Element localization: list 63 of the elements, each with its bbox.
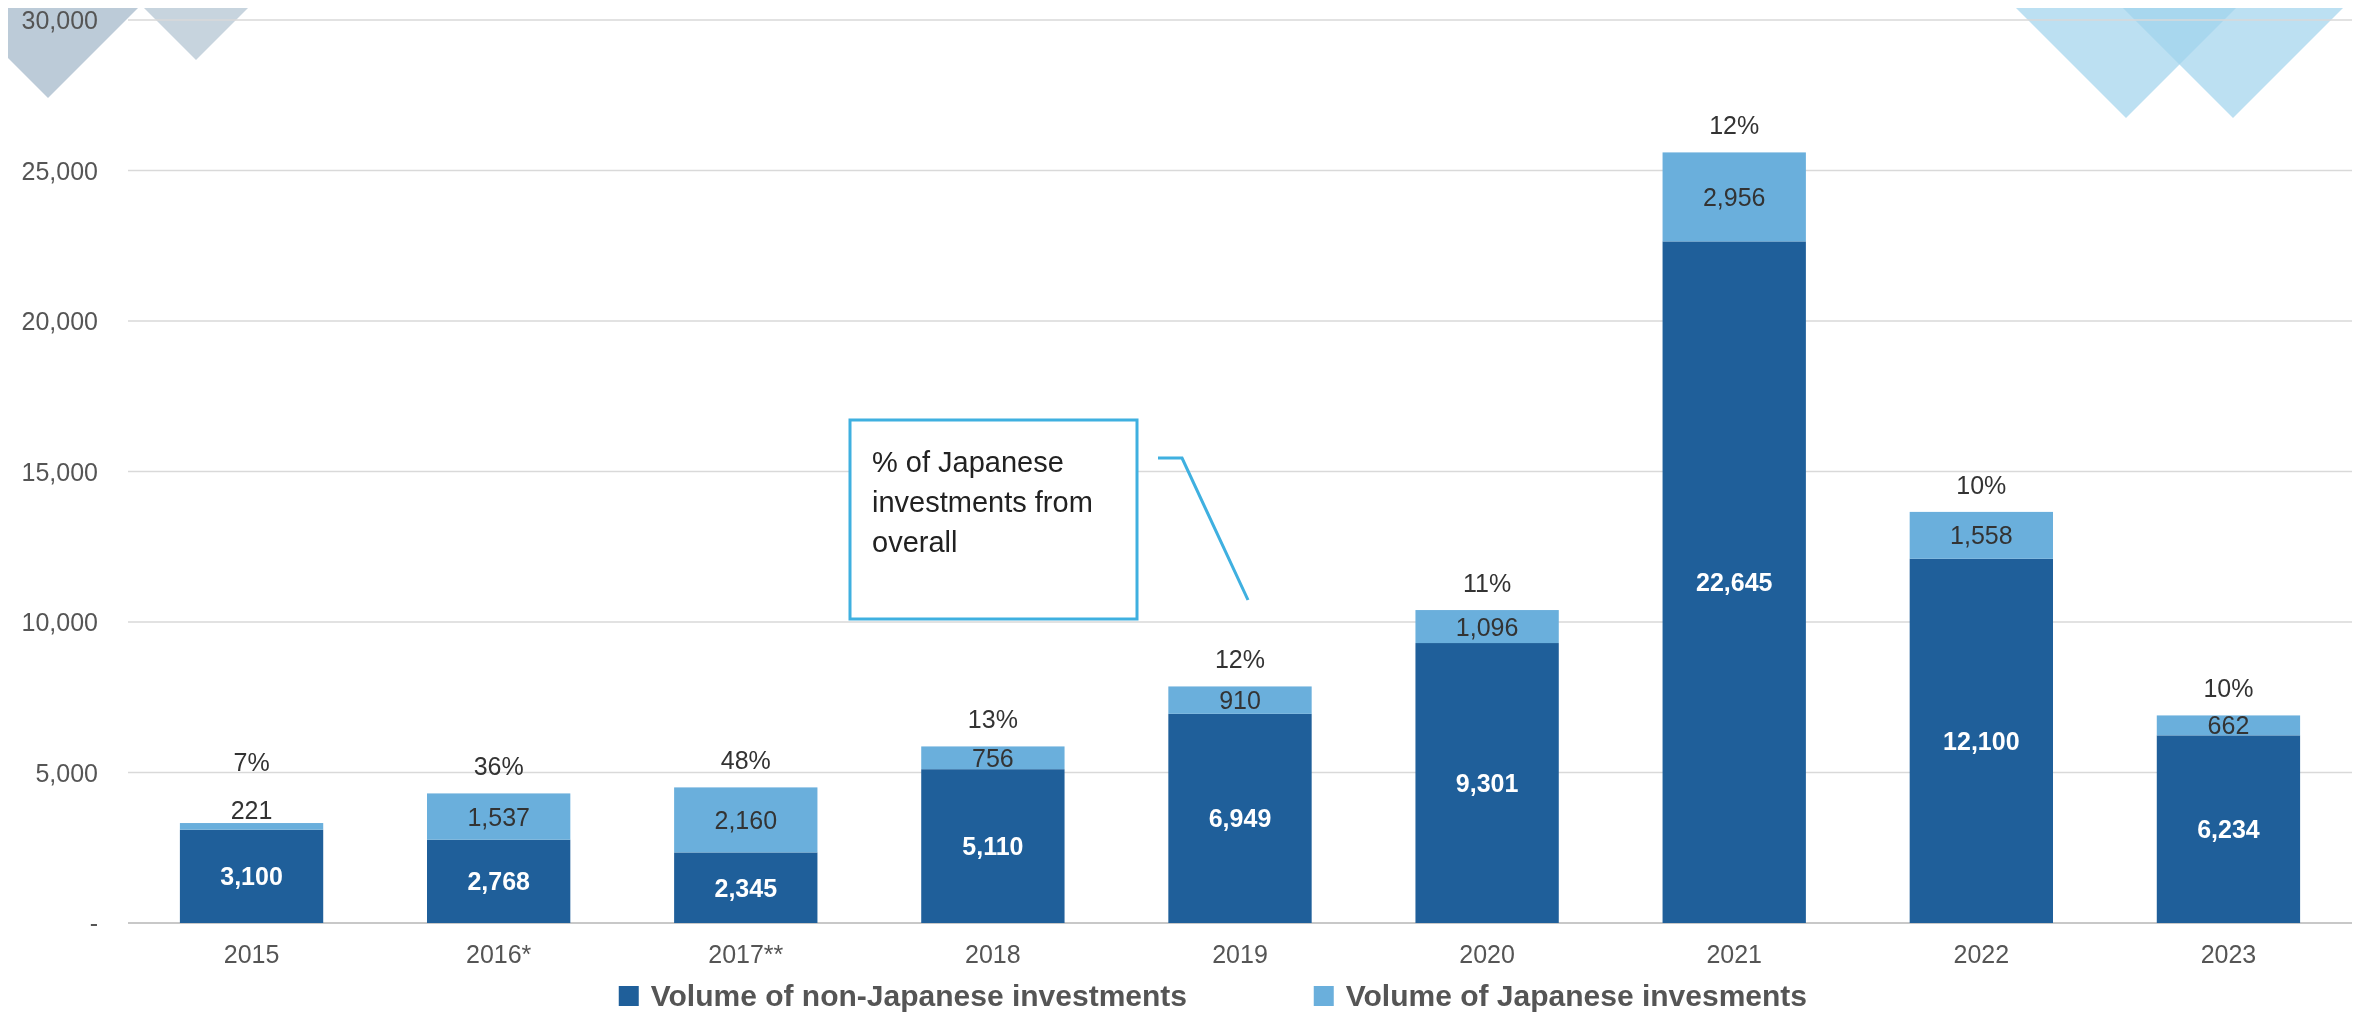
y-tick-label: 5,000 <box>35 758 98 787</box>
data-label: 756 <box>972 743 1014 772</box>
data-label: 12,100 <box>1943 726 2020 755</box>
data-label: 1,558 <box>1950 521 2013 550</box>
x-tick-label: 2023 <box>2200 940 2257 968</box>
bar <box>1909 558 2053 923</box>
bar <box>1662 241 1806 923</box>
bar <box>427 839 571 923</box>
y-tick-label: 15,000 <box>21 457 98 486</box>
annotation: 13% <box>967 705 1018 734</box>
bar <box>921 769 1065 923</box>
data-label: 662 <box>2207 711 2250 740</box>
annotation: 11% <box>1463 569 1512 598</box>
annotation: 48% <box>720 746 771 775</box>
bar <box>1415 610 1559 644</box>
bar <box>427 793 571 840</box>
annotation: 10% <box>2203 674 2254 703</box>
x-tick-label: 2021 <box>1706 940 1763 968</box>
data-label: 2,768 <box>467 867 531 896</box>
bar <box>179 829 324 923</box>
bar <box>1662 152 1806 242</box>
x-tick-label: 2022 <box>1953 940 2010 968</box>
data-label: 910 <box>1219 686 1261 715</box>
x-tick-label: 2017** <box>708 940 784 968</box>
y-tick-label: 10,000 <box>21 608 98 636</box>
x-tick-label: 2020 <box>1459 940 1515 968</box>
x-tick-label: 2019 <box>1212 940 1268 968</box>
data-label: 1,537 <box>467 802 530 831</box>
data-label: 6,234 <box>2197 815 2260 844</box>
bar <box>2156 735 2301 923</box>
data-label: 1,096 <box>1455 612 1519 641</box>
data-label: 22,645 <box>1695 568 1773 597</box>
y-tick-label: 20,000 <box>21 307 98 335</box>
bar <box>1415 643 1559 923</box>
data-label: 9,301 <box>1455 769 1519 798</box>
data-label: 6,949 <box>1208 804 1272 833</box>
y-tick-label: 25,000 <box>21 156 98 185</box>
annotation: 12% <box>1709 111 1760 140</box>
annotation: 7% <box>233 748 270 777</box>
bar <box>1909 511 2053 559</box>
x-tick-label: 2015 <box>223 940 280 968</box>
bar <box>1168 713 1312 923</box>
legend-label: Volume of Japanese invesments <box>1345 979 1808 1012</box>
legend-label: Volume of non-Japanese investments <box>650 979 1187 1012</box>
bar <box>674 787 818 853</box>
annotation: 36% <box>473 752 524 781</box>
data-label: 5,110 <box>962 832 1024 861</box>
y-tick-label: 30,000 <box>21 6 98 34</box>
data-label: 2,956 <box>1702 182 1766 211</box>
data-label: 3,100 <box>220 862 283 891</box>
data-label: 2,160 <box>714 805 778 834</box>
data-label: 2,345 <box>714 873 778 902</box>
bar <box>179 823 324 830</box>
y-tick-label: - <box>89 909 98 937</box>
x-tick-label: 2016* <box>465 940 532 968</box>
bar <box>1168 686 1312 714</box>
x-tick-label: 2018 <box>965 940 1021 968</box>
bar <box>674 852 818 923</box>
data-label: 221 <box>230 796 273 825</box>
annotation: 10% <box>1956 470 2007 499</box>
annotation: 12% <box>1214 645 1266 674</box>
bar <box>921 746 1065 770</box>
annotation: % of Japanese investments from overall <box>872 446 1093 558</box>
